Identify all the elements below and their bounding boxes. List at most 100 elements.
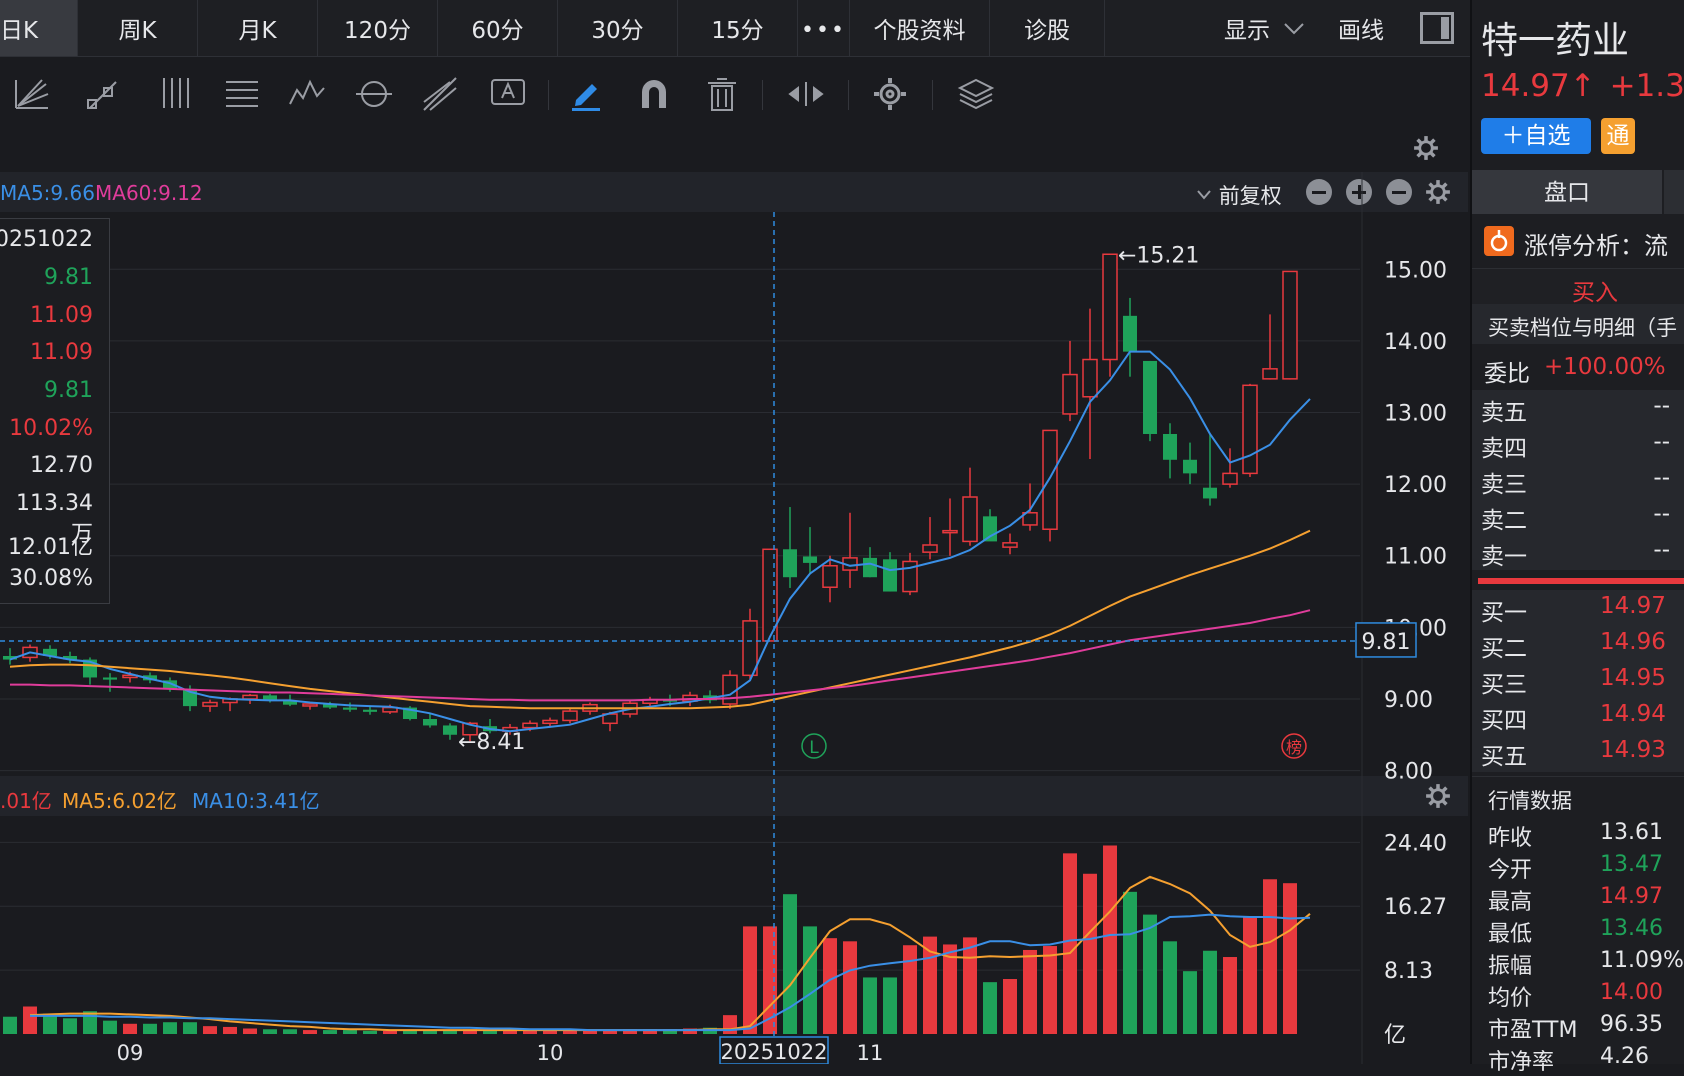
info-low: 9.81: [44, 378, 93, 403]
market-row-label: 昨收: [1488, 826, 1533, 851]
volume-tick-label: 16.27: [1384, 895, 1447, 920]
limit-up-analysis[interactable]: 涨停分析：流: [1524, 226, 1668, 261]
candle-body-down: [1163, 433, 1177, 460]
stock-name: 特一药业: [1481, 19, 1629, 62]
candle-body-up: [1042, 429, 1058, 530]
bid-levels: [1472, 590, 1684, 772]
toolbar-divider: [848, 80, 849, 110]
volume-settings-icon[interactable]: [1424, 782, 1452, 810]
add-watchlist-button[interactable]: ＋自选: [1481, 118, 1591, 154]
order-ratio-label: 委比: [1484, 361, 1530, 387]
expand-horizontal-icon[interactable]: [786, 74, 830, 114]
info-amplitude: 12.70: [30, 453, 93, 478]
market-row-value: 14.00: [1600, 980, 1663, 1005]
toolbar-divider: [548, 80, 549, 110]
candle-body-up: [1102, 253, 1118, 361]
tab-15min[interactable]: 15分: [678, 0, 798, 56]
fibonacci-icon[interactable]: [222, 74, 266, 114]
trash-icon[interactable]: [702, 74, 746, 114]
volume-bar: [463, 1029, 477, 1034]
volume-bar: [1023, 949, 1037, 1034]
crosshair-date-label: 20251022: [721, 1040, 828, 1064]
adjust-label: 前复权: [1218, 184, 1282, 208]
zoom-in-plus-icon[interactable]: [1346, 179, 1372, 205]
tab-diagnosis[interactable]: 诊股: [990, 0, 1105, 56]
candle-body-down: [983, 516, 997, 542]
candle-body-down: [143, 675, 157, 681]
trend-line-icon[interactable]: [12, 74, 56, 114]
volume-bar: [343, 1030, 357, 1034]
fan-lines-icon[interactable]: [420, 74, 464, 114]
market-row-label: 市盈TTM: [1488, 1018, 1578, 1043]
bid-3-price: 14.95: [1600, 665, 1666, 691]
tab-60min[interactable]: 60分: [438, 0, 558, 56]
tab-stock-profile[interactable]: 个股资料: [850, 0, 990, 56]
bid-5-label: 买五: [1481, 744, 1527, 770]
buy-button-row[interactable]: 买入: [1472, 268, 1684, 306]
candle-body-down: [343, 707, 357, 710]
panel-toggle-icon[interactable]: [1420, 12, 1454, 44]
l-marker-circle: [801, 733, 827, 759]
candle-body-up: [1062, 373, 1078, 415]
volume-indicator-bar: .01亿 MA5:6.02亿 MA10:3.41亿: [0, 776, 1468, 816]
tab-more[interactable]: •••: [798, 0, 850, 56]
volume-bar: [263, 1029, 277, 1034]
cycle-icon[interactable]: [354, 74, 398, 114]
volume-bar: [1143, 914, 1157, 1034]
draw-line-button[interactable]: 画线: [1338, 0, 1384, 56]
volume-bar: [483, 1030, 497, 1034]
layers-icon[interactable]: [956, 74, 1000, 114]
tab-monthly-k[interactable]: 月K: [198, 0, 318, 56]
volume-bar: [3, 1016, 17, 1034]
ma5-line: [9, 350, 1311, 733]
settings-gear-icon[interactable]: [870, 74, 914, 114]
pen-icon[interactable]: [566, 74, 610, 114]
tab-label: 月K: [238, 18, 277, 44]
tab-30min[interactable]: 30分: [558, 0, 678, 56]
info-amount: 12.01亿: [8, 535, 93, 560]
tab-next-partial[interactable]: [1664, 170, 1684, 214]
chart-settings-icon[interactable]: [1412, 134, 1440, 162]
market-row-label: 市净率: [1488, 1050, 1555, 1075]
tab-120min[interactable]: 120分: [318, 0, 438, 56]
volume-bar: [1203, 950, 1217, 1034]
candle-body-down: [103, 677, 117, 680]
parallel-lines-icon[interactable]: [156, 74, 200, 114]
volume-bar: [523, 1030, 537, 1034]
tab-weekly-k[interactable]: 周K: [78, 0, 198, 56]
tab-label: 15分: [711, 18, 764, 44]
volume-bar: [983, 982, 997, 1034]
ask-2-label: 卖二: [1481, 508, 1527, 534]
volume-bar: [843, 941, 857, 1034]
text-annotation-icon[interactable]: [488, 74, 532, 114]
price-tick-label: 11.00: [1384, 545, 1447, 570]
tab-label: 60分: [471, 18, 524, 44]
candle-body-down: [443, 725, 457, 735]
volume-bar: [63, 1018, 77, 1034]
candle-body-up: [562, 710, 578, 722]
adjust-selector[interactable]: 前复权: [1196, 180, 1282, 210]
volume-bar: [443, 1030, 457, 1034]
magnet-icon[interactable]: [634, 74, 678, 114]
tong-badge[interactable]: 通: [1601, 118, 1635, 154]
bid-4-price: 14.94: [1600, 701, 1666, 727]
volume-bar: [1243, 916, 1257, 1034]
collapse-minus-icon[interactable]: [1306, 179, 1332, 205]
kline-chart[interactable]: 15.0014.0013.0012.0011.0010.009.008.0024…: [0, 0, 1470, 1064]
volume-bar: [1063, 853, 1077, 1034]
tab-order-book[interactable]: 盘口: [1472, 170, 1662, 214]
segment-line-icon[interactable]: [84, 74, 128, 114]
zoom-out-minus-icon[interactable]: [1386, 179, 1412, 205]
indicator-settings-icon[interactable]: [1424, 178, 1452, 206]
buy-label: 买入: [1572, 280, 1618, 306]
candle-body-down: [283, 700, 297, 705]
volume-bar: [643, 1029, 657, 1034]
candle-body-down: [3, 655, 17, 660]
display-menu-button[interactable]: 显示: [1224, 0, 1305, 56]
candle-body-up: [1022, 512, 1038, 526]
tab-daily-k[interactable]: 日K: [0, 0, 78, 56]
candle-body-down: [1183, 459, 1197, 474]
wave-icon[interactable]: [288, 74, 332, 114]
candle-body-up: [942, 529, 958, 534]
info-change-pct: 10.02%: [9, 416, 93, 441]
